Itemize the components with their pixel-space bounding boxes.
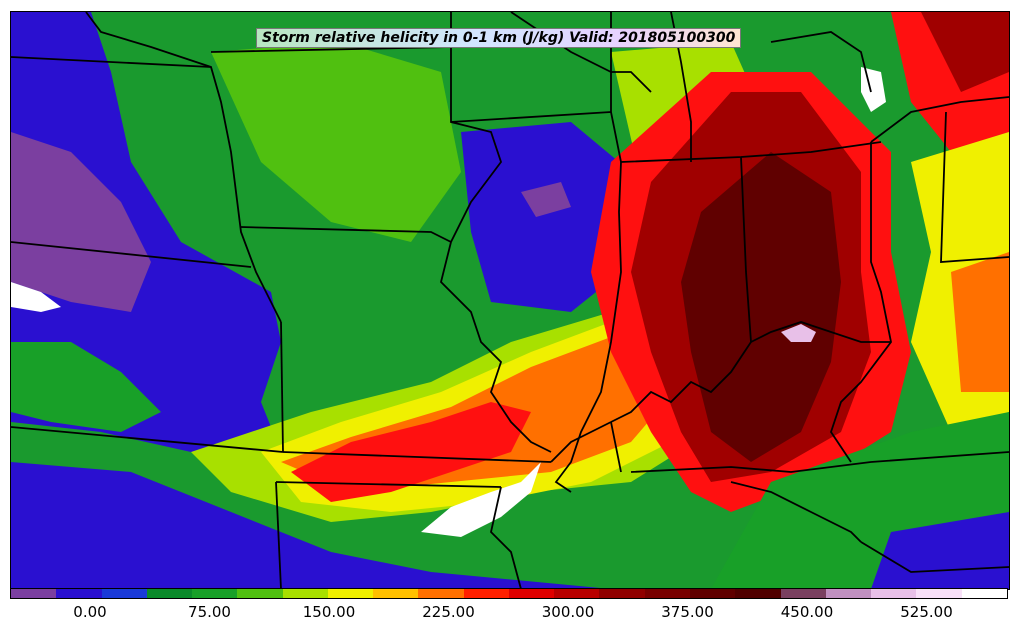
region-white-michigan (861, 67, 886, 112)
region-blue-southeast (871, 512, 1009, 589)
region-red-southwest (291, 402, 531, 502)
region-darkred-northeast (921, 12, 1009, 92)
colorbar-segment (644, 589, 690, 598)
region-orange-east (951, 252, 1009, 392)
colorbar-segment (146, 589, 193, 598)
colorbar-segment (825, 589, 872, 598)
colorbar-tick-label: 525.00 (900, 603, 953, 621)
region-blue-south (11, 462, 611, 589)
colorbar-segment (418, 589, 464, 598)
colorbar-tick-label: 0.00 (73, 603, 107, 621)
colorbar-segment (282, 589, 328, 598)
region-purple-west (11, 132, 151, 312)
colorbar-tick-label: 150.00 (302, 603, 356, 621)
region-blue-central (461, 122, 631, 312)
region-purple-blob (521, 182, 571, 217)
map-title: Storm relative helicity in 0-1 km (J/kg)… (256, 28, 742, 48)
colorbar-segment (327, 589, 374, 598)
colorbar-segment (780, 589, 826, 598)
helicity-field-map (11, 12, 1009, 589)
colorbar-segment (916, 589, 962, 598)
colorbar-ticks: 0.00 75.00 150.00 225.00 300.00 375.00 450.00 5… (10, 603, 1008, 623)
map-panel[interactable]: Storm relative helicity in 0-1 km (J/kg)… (10, 11, 1010, 590)
colorbar-tick-label: 300.00 (541, 603, 595, 621)
region-white-arkansas (421, 462, 541, 537)
colorbar-segment (237, 589, 283, 598)
colorbar-tick-label: 225.00 (422, 603, 475, 621)
state-borders (11, 12, 1009, 589)
colorbar-segment (599, 589, 645, 598)
region-blue-west (11, 12, 281, 452)
colorbar-segment (735, 589, 781, 598)
colorbar-segment (508, 589, 555, 598)
colorbar-segment (554, 589, 600, 598)
colorbar-segment (11, 589, 57, 598)
colorbar (10, 588, 1008, 599)
region-maroon-core (681, 152, 841, 462)
region-pink-kentucky (781, 324, 816, 342)
colorbar-segment (463, 589, 509, 598)
colorbar-segment (871, 589, 917, 598)
colorbar-tick-label: 75.00 (188, 603, 231, 621)
colorbar-segment (192, 589, 238, 598)
colorbar-segment (961, 589, 1007, 598)
colorbar-tick-label: 375.00 (661, 603, 714, 621)
region-lightgreen-north (211, 42, 461, 242)
colorbar-segment (56, 589, 102, 598)
region-white-west (11, 282, 61, 312)
region-green-west (11, 342, 161, 432)
colorbar-segment (373, 589, 419, 598)
colorbar-tick-label: 450.00 (780, 603, 834, 621)
colorbar-segment (101, 589, 147, 598)
colorbar-segment (689, 589, 736, 598)
